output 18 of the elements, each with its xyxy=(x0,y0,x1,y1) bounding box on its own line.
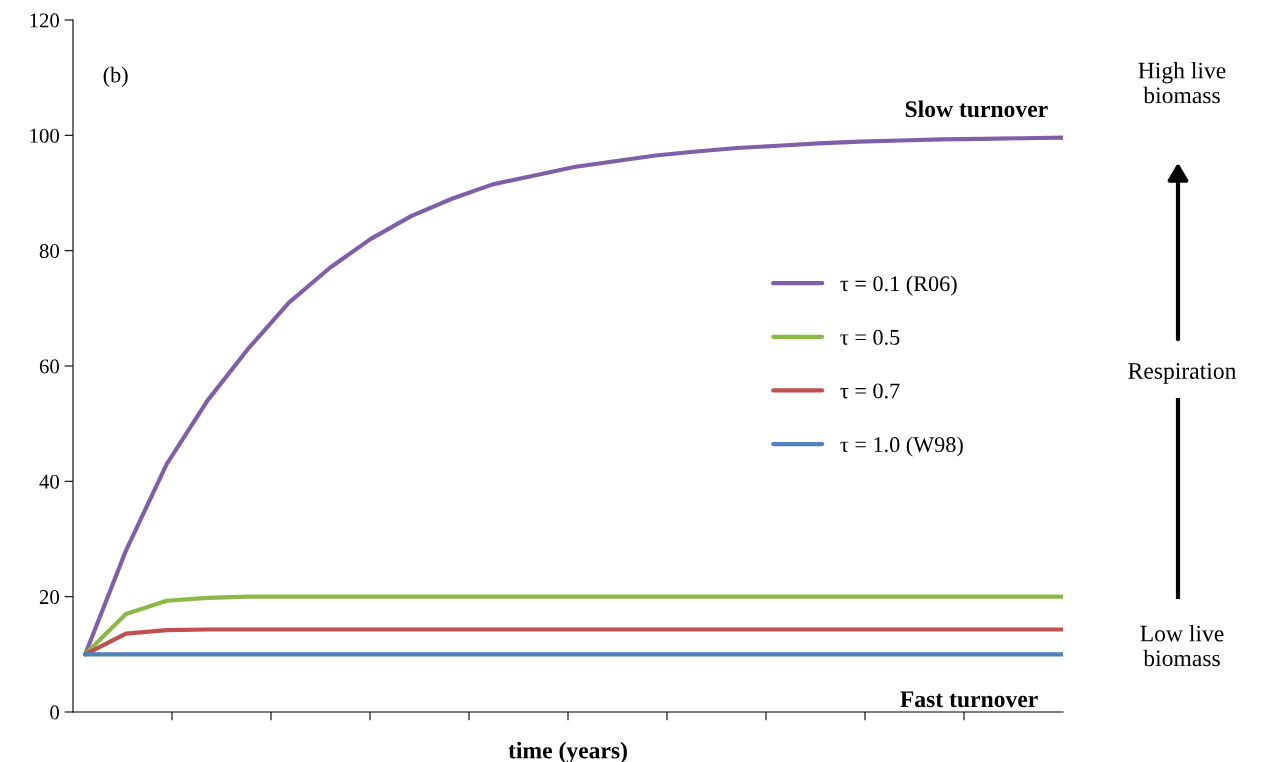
annotation: Fast turnover xyxy=(900,691,1038,708)
legend-label: τ = 0.1 (R06) xyxy=(840,275,957,296)
text: Low live biomass xyxy=(1140,624,1224,667)
y-tick-label: 60 xyxy=(39,359,60,374)
y-tick-label: 100 xyxy=(30,128,60,143)
legend-label: τ = 0.7 xyxy=(840,383,900,399)
y-tick-label: 120 xyxy=(30,13,60,28)
annotation: (b) xyxy=(103,66,128,88)
legend-label: τ = 0.5 xyxy=(840,329,900,345)
annotation: Slow turnover xyxy=(905,100,1048,118)
legend-label: τ = 1.0 (W98) xyxy=(840,436,963,457)
y-tick-label: 40 xyxy=(39,474,60,489)
text: High live biomass xyxy=(1138,61,1226,104)
y-tick-label: 0 xyxy=(50,705,60,720)
line-series xyxy=(83,135,1063,657)
text: Respiration xyxy=(1128,363,1237,384)
y-tick-label: 80 xyxy=(39,244,60,259)
y-tick-label: 20 xyxy=(39,590,60,605)
